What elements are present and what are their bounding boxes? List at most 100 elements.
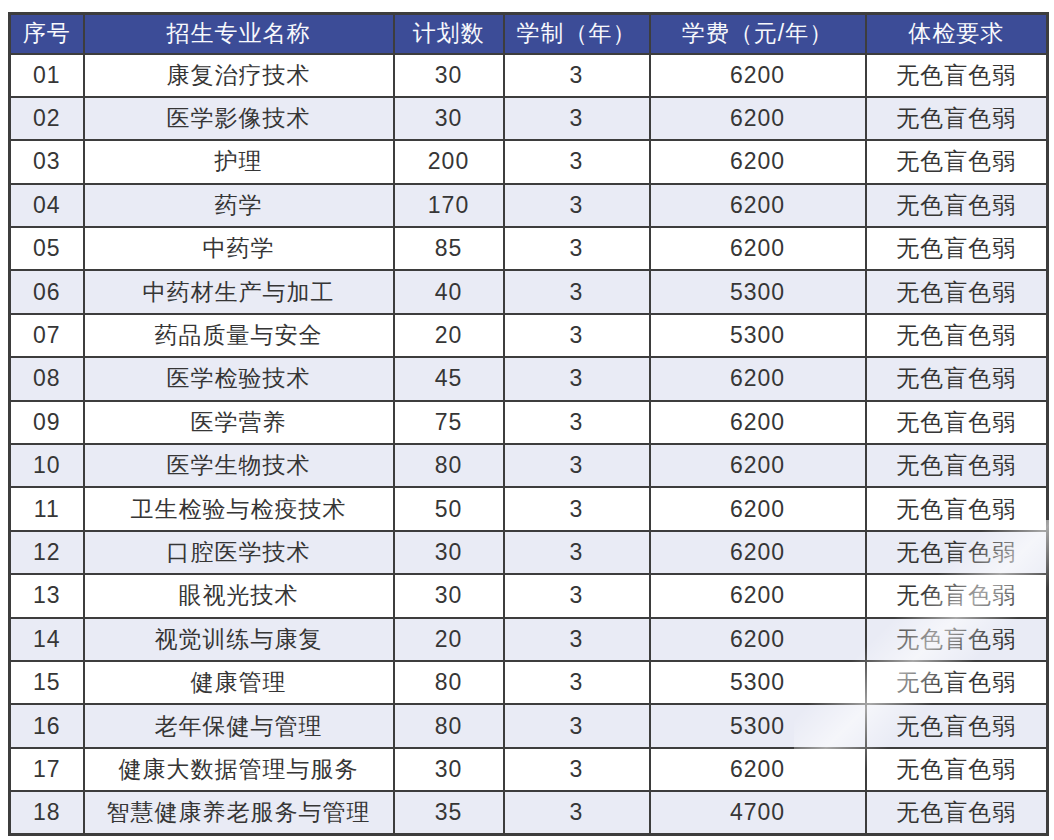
table-row: 13眼视光技术3036200无色盲色弱: [10, 574, 1048, 617]
table-cell: 无色盲色弱: [866, 531, 1048, 574]
table-row: 11卫生检验与检疫技术5036200无色盲色弱: [10, 487, 1048, 530]
table-cell: 5300: [650, 704, 866, 747]
enrollment-plan-table: 序号招生专业名称计划数学制（年）学费（元/年）体检要求 01康复治疗技术3036…: [8, 12, 1049, 836]
table-row: 16老年保健与管理8035300无色盲色弱: [10, 704, 1048, 747]
table-cell: 3: [504, 357, 650, 400]
table-cell: 健康管理: [84, 661, 394, 704]
table-cell: 6200: [650, 487, 866, 530]
table-cell: 无色盲色弱: [866, 487, 1048, 530]
table-cell: 20: [394, 618, 504, 661]
table-cell: 85: [394, 227, 504, 270]
table-cell: 05: [10, 227, 84, 270]
table-cell: 中药材生产与加工: [84, 270, 394, 313]
table-cell: 3: [504, 444, 650, 487]
table-cell: 3: [504, 791, 650, 834]
table-cell: 3: [504, 54, 650, 97]
column-header-3: 学制（年）: [504, 14, 650, 54]
table-cell: 3: [504, 618, 650, 661]
table-cell: 3: [504, 748, 650, 791]
table-cell: 医学影像技术: [84, 97, 394, 140]
table-cell: 6200: [650, 227, 866, 270]
table-cell: 35: [394, 791, 504, 834]
table-cell: 药品质量与安全: [84, 314, 394, 357]
table-cell: 170: [394, 184, 504, 227]
table-cell: 医学营养: [84, 401, 394, 444]
table-cell: 无色盲色弱: [866, 140, 1048, 183]
table-cell: 3: [504, 704, 650, 747]
table-cell: 11: [10, 487, 84, 530]
table-cell: 3: [504, 314, 650, 357]
table-cell: 13: [10, 574, 84, 617]
table-cell: 30: [394, 748, 504, 791]
table-cell: 3: [504, 227, 650, 270]
table-row: 18智慧健康养老服务与管理3534700无色盲色弱: [10, 791, 1048, 834]
table-row: 06中药材生产与加工4035300无色盲色弱: [10, 270, 1048, 313]
table-cell: 12: [10, 531, 84, 574]
table-cell: 无色盲色弱: [866, 574, 1048, 617]
table-cell: 3: [504, 487, 650, 530]
table-cell: 无色盲色弱: [866, 97, 1048, 140]
enrollment-plan-page: 序号招生专业名称计划数学制（年）学费（元/年）体检要求 01康复治疗技术3036…: [0, 0, 1054, 840]
table-cell: 6200: [650, 54, 866, 97]
table-cell: 09: [10, 401, 84, 444]
table-row: 01康复治疗技术3036200无色盲色弱: [10, 54, 1048, 97]
table-cell: 200: [394, 140, 504, 183]
table-cell: 无色盲色弱: [866, 54, 1048, 97]
column-header-1: 招生专业名称: [84, 14, 394, 54]
table-cell: 14: [10, 618, 84, 661]
table-cell: 3: [504, 401, 650, 444]
table-cell: 30: [394, 97, 504, 140]
column-header-0: 序号: [10, 14, 84, 54]
table-cell: 30: [394, 574, 504, 617]
table-cell: 50: [394, 487, 504, 530]
table-cell: 健康大数据管理与服务: [84, 748, 394, 791]
table-cell: 03: [10, 140, 84, 183]
table-cell: 5300: [650, 270, 866, 313]
table-cell: 无色盲色弱: [866, 661, 1048, 704]
table-cell: 08: [10, 357, 84, 400]
table-cell: 老年保健与管理: [84, 704, 394, 747]
table-cell: 4700: [650, 791, 866, 834]
table-row: 02医学影像技术3036200无色盲色弱: [10, 97, 1048, 140]
table-row: 07药品质量与安全2035300无色盲色弱: [10, 314, 1048, 357]
table-cell: 30: [394, 531, 504, 574]
table-cell: 无色盲色弱: [866, 791, 1048, 834]
table-cell: 3: [504, 97, 650, 140]
table-cell: 40: [394, 270, 504, 313]
table-cell: 6200: [650, 748, 866, 791]
table-cell: 3: [504, 661, 650, 704]
table-cell: 75: [394, 401, 504, 444]
table-cell: 智慧健康养老服务与管理: [84, 791, 394, 834]
table-cell: 护理: [84, 140, 394, 183]
table-cell: 15: [10, 661, 84, 704]
table-cell: 3: [504, 140, 650, 183]
table-cell: 6200: [650, 357, 866, 400]
table-cell: 06: [10, 270, 84, 313]
table-cell: 5300: [650, 314, 866, 357]
table-cell: 80: [394, 661, 504, 704]
table-cell: 无色盲色弱: [866, 444, 1048, 487]
column-header-4: 学费（元/年）: [650, 14, 866, 54]
table-row: 08医学检验技术4536200无色盲色弱: [10, 357, 1048, 400]
table-cell: 04: [10, 184, 84, 227]
table-cell: 3: [504, 574, 650, 617]
table-cell: 中药学: [84, 227, 394, 270]
table-row: 05中药学8536200无色盲色弱: [10, 227, 1048, 270]
table-cell: 康复治疗技术: [84, 54, 394, 97]
table-cell: 30: [394, 54, 504, 97]
table-cell: 3: [504, 531, 650, 574]
table-cell: 无色盲色弱: [866, 704, 1048, 747]
table-cell: 45: [394, 357, 504, 400]
table-cell: 医学检验技术: [84, 357, 394, 400]
table-cell: 口腔医学技术: [84, 531, 394, 574]
table-cell: 5300: [650, 661, 866, 704]
table-cell: 17: [10, 748, 84, 791]
table-cell: 无色盲色弱: [866, 184, 1048, 227]
table-cell: 3: [504, 270, 650, 313]
table-cell: 80: [394, 704, 504, 747]
table-cell: 无色盲色弱: [866, 357, 1048, 400]
table-cell: 无色盲色弱: [866, 401, 1048, 444]
table-cell: 无色盲色弱: [866, 618, 1048, 661]
table-cell: 6200: [650, 401, 866, 444]
table-cell: 6200: [650, 184, 866, 227]
